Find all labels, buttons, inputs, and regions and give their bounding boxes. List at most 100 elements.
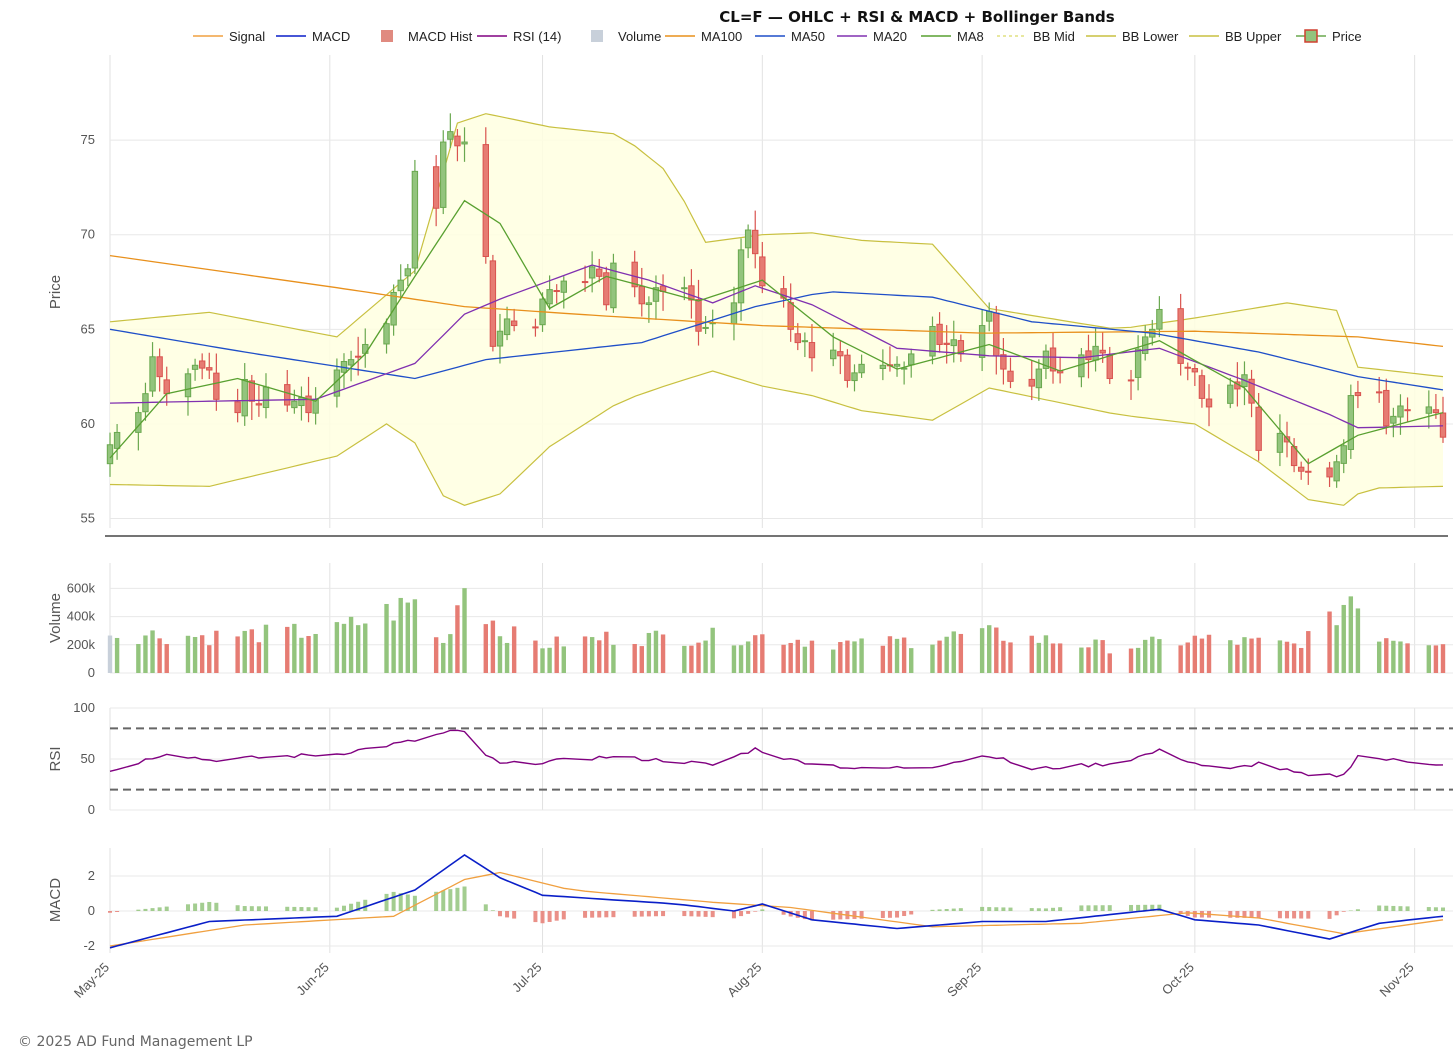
volume-bar	[1093, 639, 1098, 673]
price-candle	[198, 353, 206, 380]
macd-hist-bar	[235, 905, 240, 911]
macd-hist-bar	[115, 911, 120, 912]
candle-body	[489, 260, 497, 347]
macd-hist-bar	[356, 901, 361, 911]
volume-bar	[355, 625, 361, 673]
candle-body	[156, 356, 163, 378]
volume-bar	[696, 642, 701, 673]
volume-bar	[937, 640, 942, 673]
candle-body	[837, 351, 844, 357]
macd-hist-bar	[909, 911, 914, 915]
macd-hist-bar	[1107, 905, 1112, 911]
candle-body	[1326, 467, 1333, 478]
macd-hist-bar	[1398, 906, 1403, 911]
legend-item[interactable]: Volume	[591, 29, 661, 44]
volume-bar	[143, 635, 148, 673]
volume-bar	[1086, 647, 1091, 673]
macd-hist-bar	[781, 911, 786, 915]
price-candle	[461, 127, 468, 162]
volume-bar	[1355, 608, 1361, 673]
candle-body	[759, 256, 766, 287]
legend-item[interactable]: MA20	[837, 29, 907, 44]
y-axis-title: RSI	[47, 746, 64, 771]
y-axis-title: MACD	[47, 878, 64, 922]
volume-bar	[1277, 640, 1283, 673]
candle-body	[1028, 378, 1035, 387]
volume-bar	[958, 633, 964, 673]
macd-hist-bar	[682, 911, 687, 917]
macd-hist-bar	[710, 911, 715, 918]
macd-hist-bar	[1192, 911, 1197, 918]
price-candle	[1049, 332, 1057, 384]
legend-label: BB Upper	[1225, 29, 1282, 44]
candle-body	[744, 229, 752, 249]
volume-bar	[1143, 639, 1148, 673]
legend-item[interactable]: BB Mid	[997, 29, 1075, 44]
price-candle	[447, 113, 454, 148]
volume-bar	[483, 624, 488, 673]
macd-hist-bar	[398, 893, 403, 911]
macd-hist-bar	[1249, 911, 1254, 918]
candle-body	[943, 342, 950, 345]
candle-body	[610, 262, 617, 309]
volume-bar	[363, 623, 368, 673]
x-tick-label: Oct-25	[1159, 960, 1197, 998]
volume-bar	[604, 631, 609, 673]
legend-item[interactable]: MA50	[755, 29, 825, 44]
volume-bar	[930, 644, 935, 673]
ma50-line	[109, 291, 1444, 391]
volume-bar	[795, 639, 800, 673]
volume-bar	[1256, 637, 1261, 673]
candle-body	[1347, 395, 1355, 450]
price-candle	[411, 159, 419, 275]
volume-bar	[263, 624, 269, 673]
macd-hist-bar	[292, 906, 297, 911]
macd-hist-bar	[448, 889, 453, 911]
candle-body	[411, 170, 419, 269]
legend-item[interactable]: BB Lower	[1086, 29, 1179, 44]
macd-hist-bar	[334, 907, 339, 911]
price-candle	[744, 224, 752, 259]
candle-body	[681, 287, 688, 290]
candle-body	[588, 266, 596, 279]
legend-item[interactable]: MACD	[276, 29, 350, 44]
candle-body	[135, 412, 142, 433]
macd-hist-bar	[646, 911, 651, 917]
macd-hist-bar	[951, 908, 956, 911]
volume-bar	[1100, 640, 1105, 673]
y-tick-label: 100	[73, 700, 95, 715]
macd-hist-bar	[1334, 911, 1339, 916]
candle-body	[986, 310, 993, 322]
legend-item[interactable]: MA8	[921, 29, 984, 44]
price-candle	[404, 263, 411, 287]
ma20-line	[109, 264, 1444, 429]
signal-line	[109, 871, 1444, 947]
legend-item[interactable]: MACD Hist	[381, 29, 473, 44]
price-candle	[560, 276, 567, 309]
legend-item[interactable]: Price	[1296, 29, 1362, 44]
macd-hist-bar	[1100, 905, 1105, 911]
macd-hist-bar	[391, 891, 396, 911]
macd-hist-bar	[285, 906, 290, 911]
macd-hist-bar	[1228, 911, 1233, 918]
legend-item[interactable]: BB Upper	[1189, 29, 1282, 44]
volume-bar	[1157, 639, 1162, 673]
macd-hist-bar	[604, 911, 609, 918]
legend-item[interactable]: RSI (14)	[477, 29, 561, 44]
candle-body	[645, 302, 653, 306]
macd-hist-bar	[1178, 911, 1183, 914]
price-candle	[1007, 357, 1014, 389]
macd-hist-bar	[1277, 911, 1282, 919]
legend[interactable]: Signal MACD MACD Hist RSI (14) Volume MA100 MA…	[193, 29, 1362, 44]
macd-hist-bar	[306, 907, 311, 911]
price-candle	[156, 348, 163, 392]
price-candle	[631, 250, 638, 298]
legend-item[interactable]: MA100	[665, 29, 742, 44]
candle-body	[560, 280, 567, 293]
legend-item[interactable]: Signal	[193, 29, 265, 44]
price-candle	[681, 276, 688, 301]
macd-hist-bar	[653, 911, 658, 917]
price-candle	[1333, 454, 1340, 488]
candle-body	[447, 131, 454, 140]
macd-hist-bar	[136, 909, 141, 911]
